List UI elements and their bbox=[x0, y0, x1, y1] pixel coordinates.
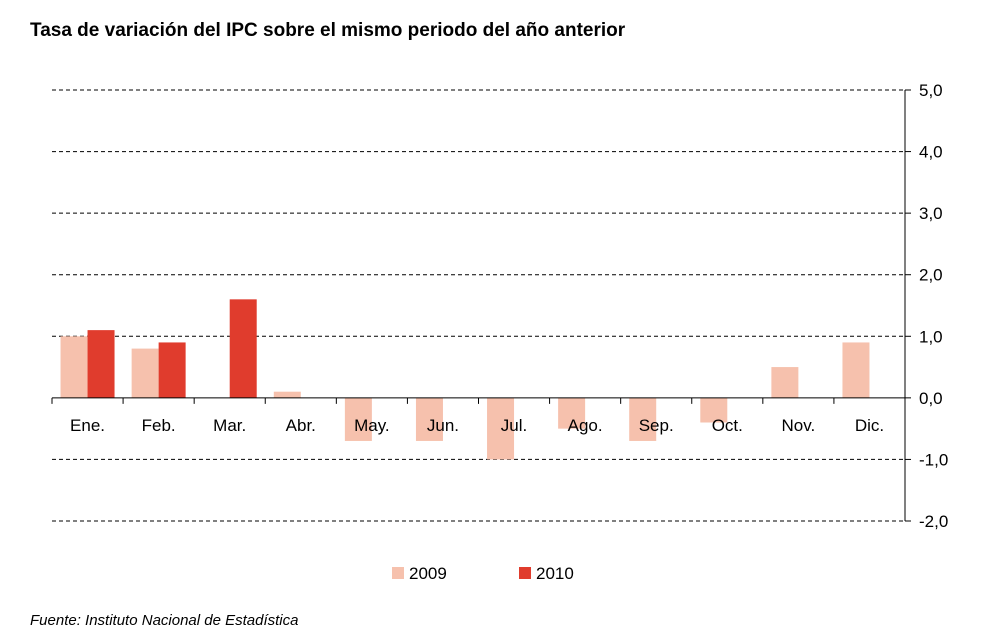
bar-2009-Feb. bbox=[131, 348, 159, 398]
source-note: Fuente: Instituto Nacional de Estadístic… bbox=[30, 612, 299, 629]
axes bbox=[51, 89, 911, 522]
y-tick-label: 3,0 bbox=[919, 204, 943, 223]
y-tick-label: 5,0 bbox=[919, 81, 943, 100]
y-tick-label: -2,0 bbox=[919, 512, 948, 531]
category-label: Nov. bbox=[782, 416, 816, 435]
y-tick-label: 0,0 bbox=[919, 389, 943, 408]
bar-2010-Mar. bbox=[229, 299, 257, 398]
bar-2009-Jun. bbox=[415, 397, 443, 441]
bar-2009-Nov. bbox=[771, 367, 799, 398]
bar-2009-Ene. bbox=[60, 336, 88, 398]
category-label: May. bbox=[354, 416, 390, 435]
bars bbox=[60, 299, 870, 460]
legend-swatch-2009 bbox=[392, 567, 404, 579]
legend-swatch-2010 bbox=[519, 567, 531, 579]
category-label: Ene. bbox=[70, 416, 105, 435]
labels: 5,0 4,0 3,0 2,0 1,0 0,0 -1,0 -2,0 Ene. Feb. Mar. Ab… bbox=[70, 81, 948, 531]
bar-2009-Dic. bbox=[842, 342, 870, 398]
bar-2010-Ene. bbox=[87, 330, 115, 398]
category-label: Feb. bbox=[142, 416, 176, 435]
y-tick-label: -1,0 bbox=[919, 450, 948, 469]
category-label: Oct. bbox=[712, 416, 743, 435]
y-tick-label: 4,0 bbox=[919, 143, 943, 162]
legend-label-2009: 2009 bbox=[409, 564, 447, 583]
bar-2009-May. bbox=[344, 397, 372, 441]
bar-2009-Oct. bbox=[700, 397, 728, 423]
y-tick-label: 2,0 bbox=[919, 266, 943, 285]
y-tick-label: 1,0 bbox=[919, 327, 943, 346]
bar-2009-Jul. bbox=[487, 397, 515, 460]
category-label: Jun. bbox=[427, 416, 459, 435]
chart-title: Tasa de variación del IPC sobre el mismo… bbox=[30, 20, 626, 41]
bar-2009-Abr. bbox=[273, 391, 301, 398]
bar-2010-Feb. bbox=[158, 342, 186, 398]
category-label: Jul. bbox=[501, 416, 527, 435]
category-label: Dic. bbox=[855, 416, 884, 435]
legend-label-2010: 2010 bbox=[536, 564, 574, 583]
legend: 2009 2010 bbox=[392, 564, 574, 583]
category-label: Sep. bbox=[639, 416, 674, 435]
bar-2009-Sep. bbox=[629, 397, 657, 441]
category-label: Ago. bbox=[568, 416, 603, 435]
category-label: Abr. bbox=[286, 416, 316, 435]
category-label: Mar. bbox=[213, 416, 246, 435]
grid-lines bbox=[52, 89, 905, 522]
bar-2009-Ago. bbox=[558, 397, 586, 429]
